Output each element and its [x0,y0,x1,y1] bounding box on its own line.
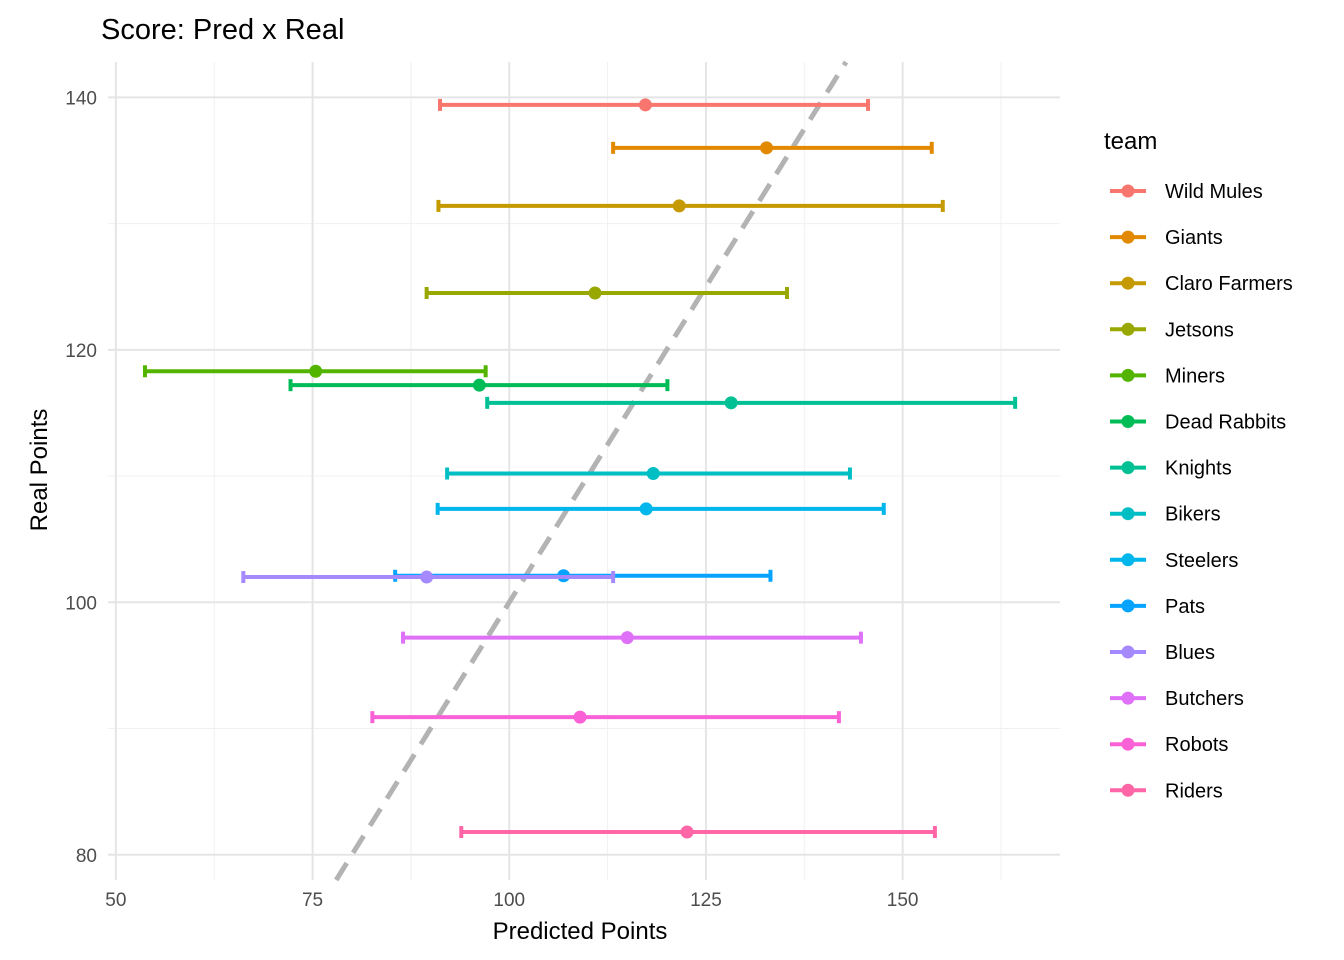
y-tick-label: 100 [65,593,97,614]
legend-item: Wild Mules [1110,181,1263,203]
legend-item: Butchers [1110,688,1244,710]
errorbar-blues [241,570,616,584]
chart-title: Score: Pred x Real [101,14,344,46]
legend-key-point [1121,645,1135,659]
legend-item: Claro Farmers [1110,273,1293,295]
legend-key-point [1121,368,1135,382]
legend-label: Knights [1165,458,1232,480]
data-point [588,286,602,300]
errorbar-knights [485,396,1018,410]
legend-key-point [1121,599,1135,613]
y-tick-label: 120 [65,341,97,362]
data-marks [142,98,1018,839]
errorbar-wild-mules [438,98,871,112]
legend-key-point [1121,553,1135,567]
legend-label: Jetsons [1165,319,1234,341]
reference-line [334,60,849,882]
legend-label: Butchers [1165,688,1244,710]
data-point [420,570,434,584]
legend-item: Giants [1110,227,1223,249]
legend-item: Riders [1110,780,1223,802]
legend-label: Miners [1165,365,1225,387]
data-point [646,467,660,481]
legend-key-point [1121,184,1135,198]
gridlines [108,62,1060,880]
legend-label: Pats [1165,596,1205,618]
legend-item: Bikers [1110,504,1221,526]
legend-label: Riders [1165,780,1223,802]
data-point [620,631,634,645]
legend: Wild Mules Giants Claro Farmers Jetsons Mine… [1110,181,1293,802]
legend-label: Dead Rabbits [1165,412,1286,434]
legend-label: Wild Mules [1165,181,1263,203]
data-point [309,364,323,378]
legend-key-point [1121,507,1135,521]
legend-item: Miners [1110,365,1225,387]
errorbar-bikers [445,467,852,481]
data-point [573,710,587,724]
legend-key-point [1121,230,1135,244]
data-point [638,98,652,112]
data-point [472,378,486,392]
errorbar-riders [459,825,937,839]
legend-item: Pats [1110,596,1205,618]
x-axis-title: Predicted Points [493,918,668,945]
errorbar-jetsons [424,286,789,300]
data-point [724,396,738,410]
legend-key-point [1121,691,1135,705]
legend-label: Steelers [1165,550,1238,572]
errorbar-steelers [435,502,886,516]
errorbar-dead-rabbits [288,378,670,392]
legend-item: Knights [1110,458,1232,480]
legend-item: Jetsons [1110,319,1234,341]
legend-label: Robots [1165,734,1228,756]
x-tick-label: 150 [887,890,919,911]
y-tick-label: 80 [76,846,97,867]
legend-label: Blues [1165,642,1215,664]
legend-key-point [1121,415,1135,428]
data-point [760,141,774,155]
errorbar-claro-farmers [436,199,945,213]
y-tick-label: 140 [65,88,97,109]
errorbar-miners [142,364,488,378]
x-tick-label: 75 [302,890,323,911]
legend-item: Steelers [1110,550,1238,572]
legend-key-point [1121,322,1135,336]
data-point [672,199,686,213]
legend-key-point [1121,737,1135,751]
x-tick-label: 100 [493,890,525,911]
legend-title: team [1104,128,1157,155]
x-tick-label: 50 [105,890,126,911]
legend-label: Giants [1165,227,1223,249]
identity-dashed-line [334,60,849,882]
errorbar-robots [370,710,841,724]
errorbar-giants [611,141,934,155]
data-point [639,502,653,516]
data-point [680,825,694,839]
legend-key-point [1121,783,1135,797]
x-tick-label: 125 [690,890,722,911]
legend-item: Dead Rabbits [1110,412,1286,434]
legend-item: Robots [1110,734,1228,756]
errorbar-butchers [401,631,863,645]
y-axis-title: Real Points [26,409,53,532]
legend-label: Bikers [1165,504,1221,526]
legend-label: Claro Farmers [1165,273,1293,295]
legend-key-point [1121,276,1135,290]
legend-item: Blues [1110,642,1215,664]
tick-labels: 50 75 100 125 150 80 100 120 140 [65,88,918,911]
legend-key-point [1121,461,1135,475]
